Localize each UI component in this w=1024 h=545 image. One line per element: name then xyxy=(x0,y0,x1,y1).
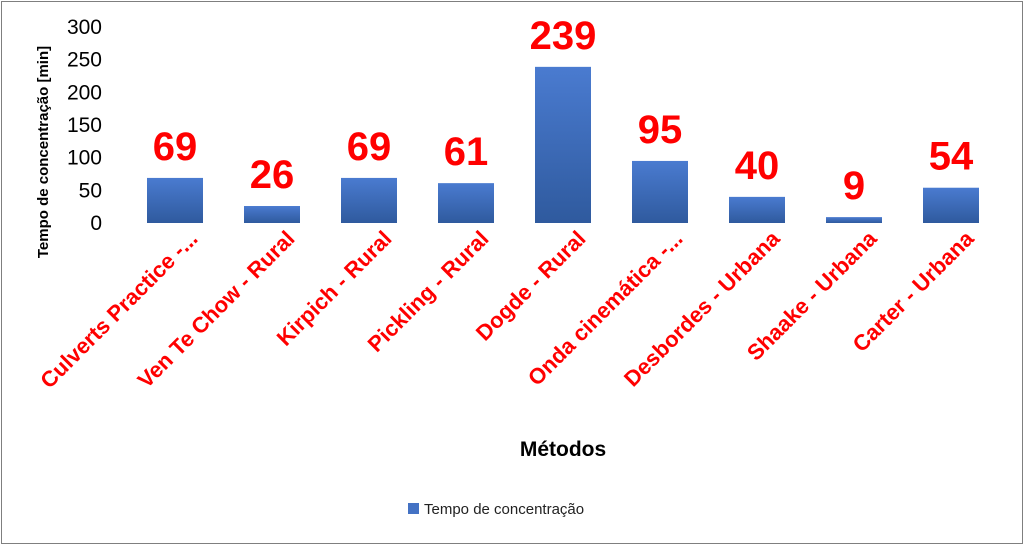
category-label: Ven Te Chow - Rural xyxy=(133,226,300,393)
bar xyxy=(535,66,591,223)
y-tick-label: 150 xyxy=(67,114,102,137)
bar xyxy=(826,217,882,223)
y-tick-label: 200 xyxy=(67,81,102,104)
y-tick-label: 300 xyxy=(67,16,102,39)
bar xyxy=(632,160,688,223)
data-label: 26 xyxy=(250,153,295,197)
data-label: 69 xyxy=(347,125,392,169)
data-label: 9 xyxy=(843,164,865,208)
bar xyxy=(341,177,397,223)
bar xyxy=(244,206,300,223)
y-tick-label: 100 xyxy=(67,147,102,170)
data-label: 54 xyxy=(929,135,974,179)
y-tick-label: 250 xyxy=(67,49,102,72)
category-label: Desbordes - Urbana xyxy=(619,225,785,391)
data-label: 95 xyxy=(638,108,683,152)
bar xyxy=(729,196,785,223)
bar xyxy=(438,183,494,223)
data-label: 239 xyxy=(530,14,597,58)
y-axis-title: Tempo de concentração [min] xyxy=(35,46,52,258)
data-label: 40 xyxy=(735,144,780,188)
category-label: Culverts Practice -... xyxy=(35,226,202,393)
data-label: 61 xyxy=(444,130,489,174)
data-label: 69 xyxy=(153,125,198,169)
bar xyxy=(147,177,203,223)
y-tick-label: 0 xyxy=(90,212,102,235)
legend-label: Tempo de concentração xyxy=(424,501,584,518)
legend-swatch xyxy=(408,503,419,514)
x-axis-title: Métodos xyxy=(520,438,606,461)
bar xyxy=(923,187,979,223)
y-tick-label: 50 xyxy=(79,179,102,202)
